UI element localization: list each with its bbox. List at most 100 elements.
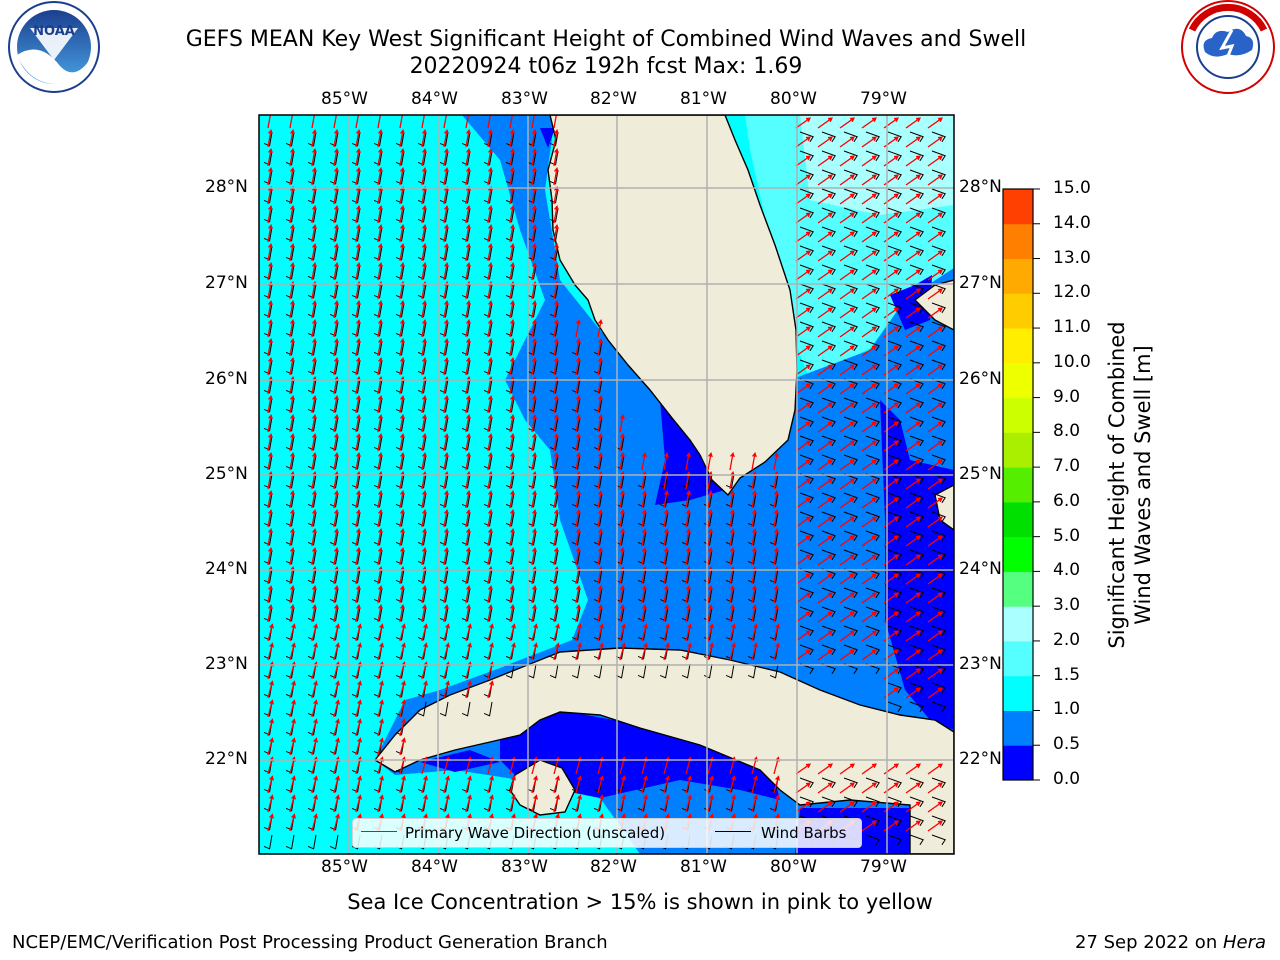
wave-direction-arrow: [553, 584, 559, 604]
wind-barb: [285, 169, 295, 185]
wind-barb: [351, 587, 361, 603]
wind-barb: [571, 606, 581, 622]
wind-barb: [769, 663, 779, 679]
wave-direction-arrow: [751, 489, 757, 509]
wave-direction-arrow: [619, 775, 626, 794]
wind-barb: [821, 302, 836, 314]
wind-barb: [821, 283, 836, 295]
wave-direction-arrow: [311, 204, 317, 224]
wave-direction-arrow: [795, 231, 811, 243]
wind-barb: [373, 169, 383, 185]
wind-barb: [843, 397, 858, 409]
wind-barb: [285, 568, 295, 584]
wind-barb: [821, 359, 836, 371]
wave-direction-arrow: [377, 718, 384, 737]
wave-direction-arrow: [377, 680, 384, 699]
colorbar-segment: [1003, 536, 1033, 572]
wave-direction-arrow: [553, 603, 559, 623]
wind-barb: [659, 511, 669, 527]
wave-direction-arrow: [311, 242, 317, 262]
wind-barb: [263, 473, 273, 489]
wind-barb: [931, 625, 946, 637]
wind-barb: [329, 834, 339, 850]
wind-barb: [887, 169, 902, 181]
wave-direction-arrow: [619, 413, 625, 433]
wave-direction-arrow: [553, 223, 559, 243]
wave-direction-arrow: [421, 115, 427, 129]
wave-direction-arrow: [487, 115, 493, 129]
wave-direction-arrow: [839, 782, 855, 794]
wave-direction-arrow: [311, 680, 318, 699]
wind-barb: [931, 511, 946, 523]
wind-barb: [571, 511, 581, 527]
wind-barb: [615, 606, 625, 622]
wave-direction-arrow: [817, 459, 833, 471]
wind-barb: [307, 492, 317, 508]
wave-direction-arrow: [333, 623, 340, 642]
wave-direction-arrow: [443, 775, 450, 794]
wave-direction-arrow: [817, 288, 833, 300]
chart-subtitle: 20220924 t06z 192h fcst Max: 1.69: [409, 54, 803, 79]
wave-direction-arrow: [905, 573, 921, 585]
wave-direction-arrow: [487, 794, 494, 813]
wave-direction-arrow: [509, 794, 516, 813]
wind-barb: [483, 454, 493, 470]
wave-direction-arrow: [311, 699, 318, 718]
wave-direction-arrow: [267, 680, 274, 699]
wind-barb: [505, 473, 515, 489]
wind-barb: [505, 321, 515, 337]
wind-barb: [351, 321, 361, 337]
noaa-logo: NOAA: [8, 1, 100, 93]
wind-barb: [505, 606, 515, 622]
wind-barb: [395, 321, 405, 337]
wind-barb: [329, 587, 339, 603]
wind-barb: [593, 530, 603, 546]
wind-barb: [461, 606, 471, 622]
wind-barb: [307, 606, 317, 622]
wave-direction-arrow: [421, 147, 427, 167]
wave-direction-arrow: [751, 527, 757, 547]
wind-barb: [307, 568, 317, 584]
wave-direction-arrow: [289, 603, 295, 623]
wind-barb: [351, 454, 361, 470]
wind-barb: [909, 150, 924, 162]
wave-direction-arrow: [927, 345, 943, 357]
wind-barb: [527, 131, 537, 147]
wave-direction-arrow: [861, 782, 877, 794]
wind-barb: [931, 587, 946, 599]
colorbar-segment: [1003, 606, 1033, 642]
wind-barb: [843, 188, 858, 200]
wave-direction-arrow: [641, 623, 648, 642]
wind-barb: [483, 321, 493, 337]
wave-direction-arrow: [377, 432, 383, 452]
wave-direction-arrow: [443, 794, 450, 813]
wind-barb: [373, 264, 383, 280]
wind-barb: [439, 226, 449, 242]
wind-barb: [887, 321, 902, 333]
wind-barb: [395, 473, 405, 489]
wave-direction-arrow: [795, 307, 811, 319]
wind-barb: [821, 340, 836, 352]
wind-barb: [865, 188, 880, 200]
wave-direction-arrow: [795, 516, 811, 528]
wind-barb: [887, 796, 902, 808]
wave-direction-arrow: [619, 527, 625, 547]
wind-barb: [483, 150, 493, 166]
wind-barb: [571, 473, 581, 489]
wave-direction-arrow: [553, 166, 559, 186]
wave-direction-arrow: [333, 508, 339, 528]
wave-direction-arrow: [927, 421, 943, 433]
wave-direction-arrow: [839, 402, 855, 414]
wave-direction-arrow: [575, 413, 581, 433]
wind-barb: [593, 606, 603, 622]
wave-direction-arrow: [443, 603, 449, 623]
wave-direction-arrow: [531, 223, 537, 243]
wind-barb: [865, 435, 880, 447]
wind-barb: [329, 188, 339, 204]
wind-barb: [505, 435, 515, 451]
wave-direction-arrow: [443, 489, 449, 509]
wave-direction-arrow: [509, 356, 515, 376]
wind-barb: [681, 606, 691, 622]
wave-direction-arrow: [487, 775, 494, 794]
wave-direction-arrow: [861, 592, 877, 604]
